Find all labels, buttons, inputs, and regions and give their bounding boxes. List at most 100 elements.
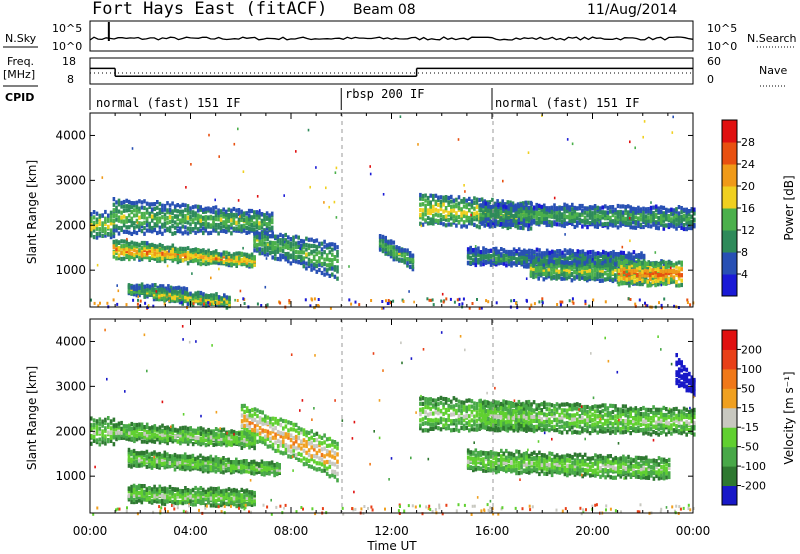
cell-3-911 — [140, 496, 144, 501]
cpid-mode-normal-1: normal (fast) 151 IF — [96, 96, 241, 110]
cell-1-347 — [214, 253, 218, 258]
cell-11-3472 — [656, 282, 660, 287]
cell-11-3457 — [649, 261, 652, 266]
cell-8-1908 — [482, 210, 485, 215]
cell-7-1695 — [457, 219, 461, 224]
cell-8-2432 — [672, 215, 676, 220]
cell-1-168 — [151, 439, 154, 444]
cell-1-268 — [186, 436, 190, 441]
cell-2-676 — [206, 458, 210, 463]
cell-3-950 — [153, 489, 156, 494]
cell-11-3479 — [659, 281, 663, 286]
cell-8-2287 — [619, 210, 622, 215]
cell-10-3128 — [580, 258, 584, 263]
ground-cell-38 — [106, 301, 109, 305]
cell-3-964 — [151, 287, 154, 292]
cell-1-288 — [194, 258, 198, 263]
cell-0-25 — [98, 426, 102, 431]
ground-cell-17 — [634, 304, 637, 308]
cell-10-3098 — [570, 265, 574, 270]
cell-8-2409 — [665, 223, 668, 228]
cell-1-370 — [222, 250, 226, 255]
cell-10-3112 — [575, 266, 579, 271]
ground-cell-144 — [317, 304, 319, 307]
freq-label-line1: Freq. — [7, 55, 34, 68]
cell-8-1967 — [504, 222, 508, 227]
cell-8-2174 — [578, 212, 582, 217]
cell-2-748 — [217, 208, 220, 213]
cell-5-1469 — [325, 243, 329, 248]
cell-2-825 — [245, 211, 248, 216]
cell-4-1182 — [197, 290, 200, 295]
cell-2-490 — [125, 229, 128, 234]
cell-2-463 — [115, 224, 118, 229]
cell-2-854 — [273, 473, 276, 478]
cell-10-3105 — [573, 265, 576, 270]
cell-10-3126 — [580, 265, 584, 270]
cell-8-2176 — [578, 203, 582, 209]
cell-2-541 — [143, 220, 146, 225]
cell-5-1364 — [287, 235, 290, 240]
cell-1-88 — [120, 246, 123, 251]
cell-1-209 — [163, 425, 167, 431]
cell-2-795 — [250, 464, 253, 469]
cell-7-1826 — [504, 202, 507, 207]
colorbar-tick-label-4: 20 — [741, 180, 755, 193]
cell-2-777 — [230, 231, 233, 236]
cell-2-663 — [186, 208, 190, 213]
ground-cell-53 — [144, 301, 147, 305]
cell-2-815 — [258, 466, 261, 471]
cell-9-2552 — [487, 253, 490, 258]
cell-5-1362 — [287, 244, 290, 249]
scatter-cell-40 — [137, 295, 139, 298]
cell-6-1501 — [378, 240, 382, 245]
cell-8-2425 — [670, 217, 673, 222]
cell-2-674 — [206, 465, 210, 470]
cell-2-492 — [125, 219, 128, 224]
cell-1-101 — [125, 431, 128, 436]
cell-2-640 — [179, 218, 182, 223]
cell-1-279 — [189, 248, 192, 253]
cell-8-2143 — [568, 219, 571, 224]
cell-8-2468 — [685, 214, 688, 219]
cell-1-327 — [207, 252, 210, 257]
cell-5-1452 — [320, 255, 324, 260]
cell-1-425 — [243, 433, 246, 438]
cell-9-2686 — [535, 252, 539, 257]
cell-5-1275 — [255, 247, 259, 252]
cell-2-704 — [202, 215, 205, 220]
cell-3-1028 — [175, 286, 178, 291]
cell-2-510 — [145, 449, 149, 454]
cell-4-1112 — [171, 290, 174, 295]
ground-cell-23 — [260, 304, 263, 307]
cell-2-477 — [120, 225, 123, 231]
cell-2-658 — [186, 231, 190, 236]
cell-6-1516 — [384, 242, 387, 247]
cell-7-1764 — [483, 223, 486, 228]
cell-8-2297 — [624, 221, 627, 226]
cell-2-560 — [150, 229, 154, 234]
cell-11-3506 — [667, 260, 670, 265]
cell-8-2350 — [642, 210, 645, 215]
cell-8-1926 — [489, 219, 493, 224]
cell-6-1538 — [392, 245, 396, 250]
scatter-cell-18 — [464, 190, 466, 193]
cell-9-2648 — [523, 260, 526, 265]
cell-10-3167 — [596, 267, 599, 273]
cell-0-33 — [101, 421, 104, 426]
cell-2-591 — [161, 215, 164, 220]
cell-0-11 — [92, 425, 96, 430]
cell-8-2275 — [616, 225, 620, 230]
cell-11-3383 — [622, 276, 626, 281]
cell-3-964 — [158, 489, 162, 494]
cell-1-356 — [217, 428, 221, 433]
scatter-cell-78 — [239, 215, 241, 218]
cell-1-353 — [217, 256, 221, 261]
cell-2-799 — [237, 226, 241, 231]
cell-1-396 — [232, 435, 236, 440]
cell-1-219 — [168, 254, 172, 259]
cell-10-3067 — [560, 272, 563, 277]
scatter-cell-6 — [233, 142, 236, 146]
cell-11-3526 — [675, 264, 678, 269]
cell-10-3282 — [637, 258, 640, 263]
